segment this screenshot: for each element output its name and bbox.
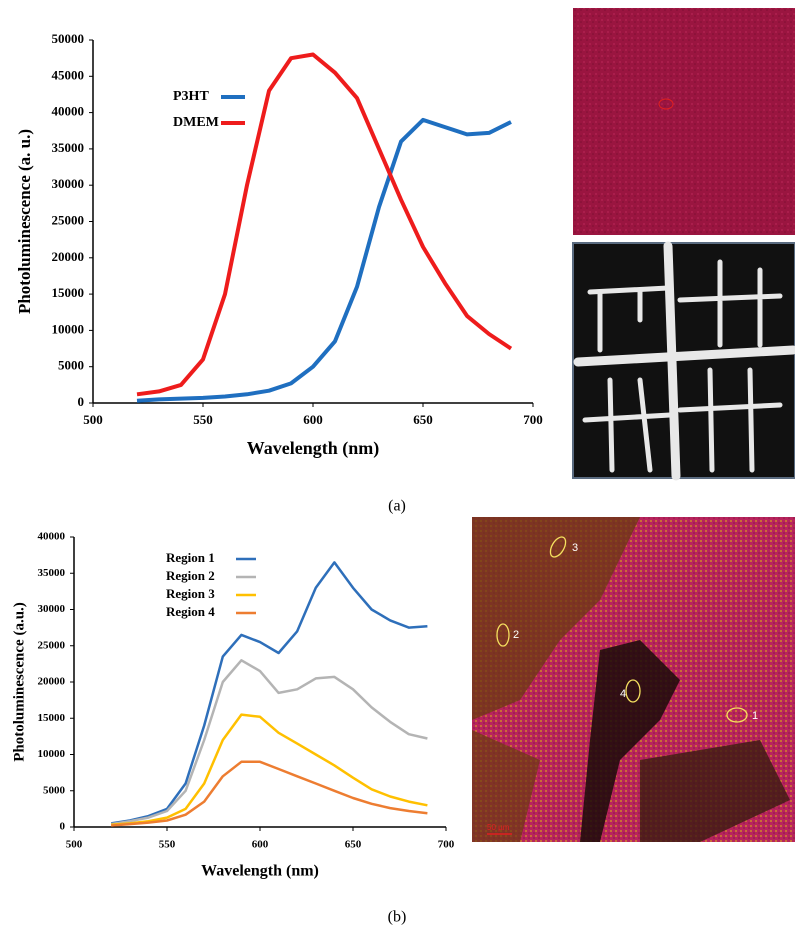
y-tick-label: 40000 <box>38 531 66 543</box>
figure: 0500010000150002000025000300003500040000… <box>0 0 795 934</box>
y-tick-label: 25000 <box>38 639 66 651</box>
y-tick-label: 30000 <box>38 603 66 615</box>
micrograph-dendrite <box>573 243 795 478</box>
y-tick-label: 35000 <box>38 567 66 579</box>
x-tick-label: 650 <box>345 839 362 851</box>
image-label: 1 <box>752 710 758 722</box>
x-tick-label: 600 <box>252 839 269 851</box>
legend-label: Region 3 <box>166 586 215 601</box>
y-tick-label: 40000 <box>52 104 85 119</box>
y-tick-label: 15000 <box>52 285 85 300</box>
x-axis-label: Wavelength (nm) <box>247 438 380 459</box>
caption: (b) <box>388 909 407 926</box>
y-tick-label: 25000 <box>52 212 85 227</box>
x-axis-label: Wavelength (nm) <box>201 863 319 880</box>
x-tick-label: 700 <box>438 839 455 851</box>
x-tick-label: 650 <box>413 412 433 427</box>
legend-label: P3HT <box>173 89 209 104</box>
y-tick-label: 50000 <box>52 31 85 46</box>
series-line <box>111 715 427 825</box>
x-tick-label: 600 <box>303 412 323 427</box>
image-label: 3 <box>572 542 578 554</box>
image-label: 2 <box>513 629 519 641</box>
legend-label: Region 4 <box>166 604 215 619</box>
y-tick-label: 35000 <box>52 140 85 155</box>
y-tick-label: 20000 <box>52 249 85 264</box>
series-line <box>111 562 427 823</box>
y-axis-label: Photoluminescence (a.u.) <box>11 602 27 762</box>
series-line <box>137 55 511 395</box>
x-tick-label: 700 <box>523 412 543 427</box>
scale-bar-label: 50 µm <box>487 823 510 832</box>
series-line <box>137 120 511 401</box>
micrograph-regions <box>472 517 795 842</box>
image-label: 4 <box>620 688 626 700</box>
series-line <box>111 660 427 824</box>
y-tick-label: 15000 <box>38 712 66 724</box>
x-tick-label: 550 <box>193 412 213 427</box>
micrograph-top <box>573 8 795 235</box>
y-tick-label: 5000 <box>43 784 66 796</box>
y-tick-label: 30000 <box>52 176 85 191</box>
x-tick-label: 550 <box>159 839 176 851</box>
x-tick-label: 500 <box>83 412 103 427</box>
legend-label: DMEM <box>173 115 219 130</box>
x-tick-label: 500 <box>66 839 83 851</box>
y-tick-label: 10000 <box>52 321 85 336</box>
legend-label: Region 2 <box>166 568 215 583</box>
y-tick-label: 0 <box>60 821 66 833</box>
y-tick-label: 20000 <box>38 676 66 688</box>
y-tick-label: 45000 <box>52 67 85 82</box>
y-tick-label: 5000 <box>58 358 84 373</box>
caption: (a) <box>388 498 406 515</box>
y-tick-label: 10000 <box>38 748 66 760</box>
y-tick-label: 0 <box>78 394 85 409</box>
y-axis-label: Photoluminescence (a. u.) <box>15 129 34 314</box>
legend-label: Region 1 <box>166 550 215 565</box>
